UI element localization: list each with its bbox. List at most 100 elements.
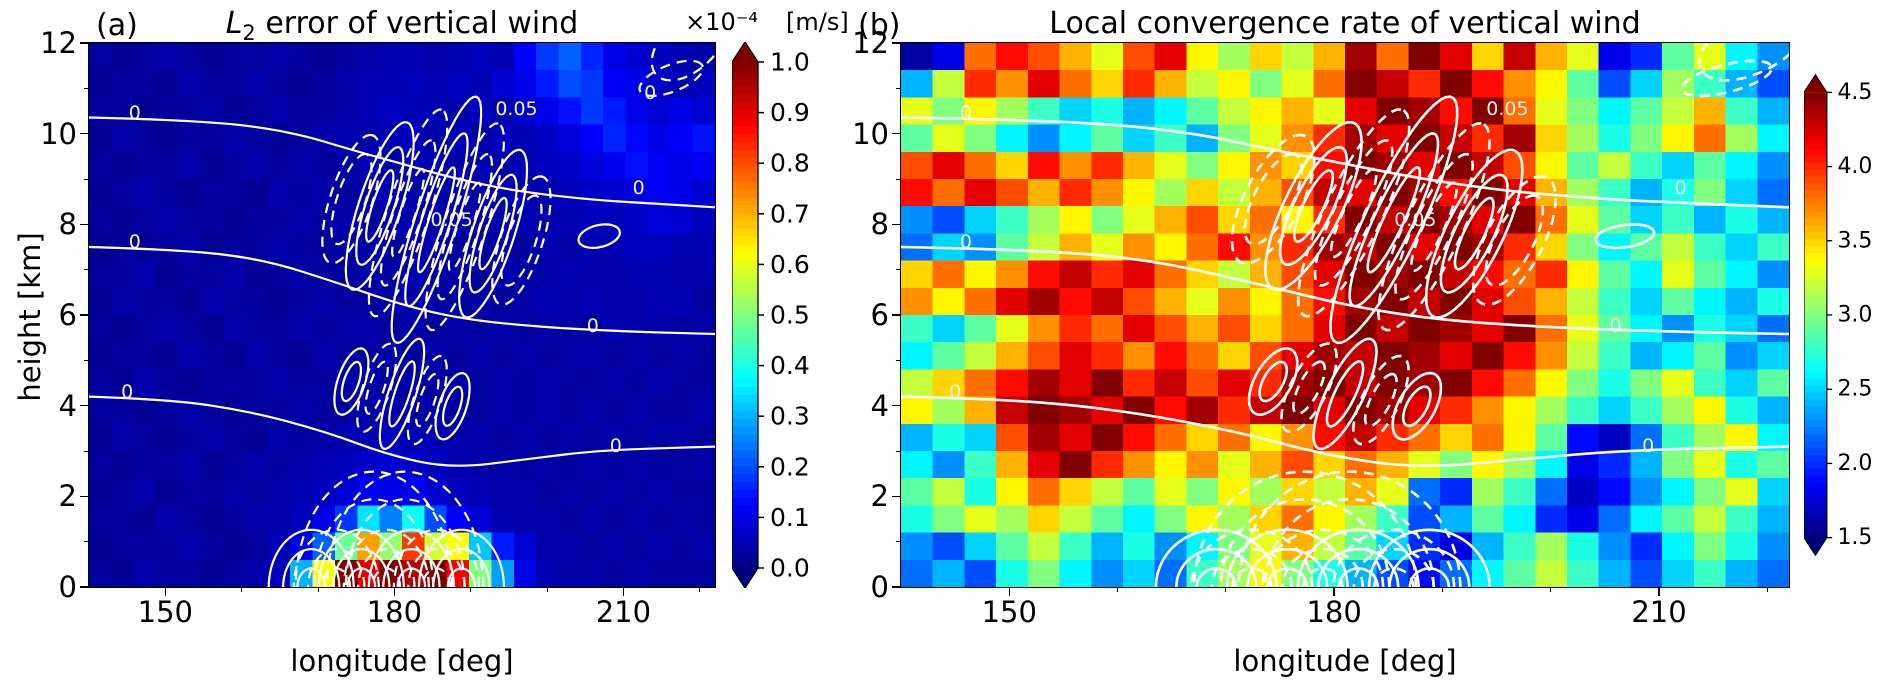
contour-label: 0.05 (430, 208, 473, 231)
y-tick-label: 4 (870, 388, 889, 423)
y-tick-mark (892, 132, 901, 135)
x-tick-label: 210 (595, 595, 652, 629)
y-tick-label: 0 (870, 570, 889, 604)
y-minor-tick-mark (896, 541, 901, 543)
x-tick-mark (1658, 587, 1660, 596)
contour-label: 0.05 (1486, 97, 1529, 120)
x-tick-label: 180 (366, 595, 423, 629)
contour-label: 0.05 (495, 97, 538, 120)
y-minor-tick-mark (896, 450, 901, 452)
contour-label: 0 (1674, 177, 1687, 200)
x-minor-tick-mark (1550, 587, 1552, 592)
colorbar-tick-label: 0.7 (770, 199, 810, 228)
y-tick-mark (80, 314, 89, 316)
colorbar-tick-label: 0.9 (770, 98, 810, 127)
colorbar-tick-label: 0.3 (770, 402, 810, 431)
panel-a-colorbar-unit-label: [m/s] (786, 8, 849, 36)
x-tick-label: 150 (137, 595, 193, 629)
x-minor-tick-mark (546, 587, 548, 592)
colorbar-tick-label: 0.1 (770, 503, 810, 532)
y-tick-label: 6 (58, 298, 77, 332)
panel-a-heatmap (89, 43, 715, 587)
y-tick-mark (80, 586, 89, 588)
panel-b-plot-area: 150 180 210 0 2 4 6 8 10 12 0 0 0 0 0 0 0.05 0.05 (852, 26, 1790, 629)
panel-b-label: (b) (858, 8, 901, 43)
y-minor-tick-mark (896, 178, 901, 180)
x-tick-mark (393, 587, 396, 596)
y-tick-label: 12 (852, 26, 889, 60)
colorbar-tick-label: 0.2 (770, 452, 810, 481)
panel-b-title: Local convergence rate of vertical wind (900, 6, 1790, 45)
contour-label: 0 (949, 381, 962, 404)
panel-a-title-rest: error of vertical wind (255, 6, 579, 41)
y-tick-mark (80, 223, 89, 226)
x-minor-tick-mark (1225, 587, 1227, 592)
contour-label: 0 (959, 102, 973, 125)
colorbar-tick-label: 2.0 (1837, 451, 1872, 476)
y-tick-mark (80, 132, 89, 135)
y-minor-tick-mark (84, 541, 89, 543)
panel-b-title-rest: Local convergence rate of vertical wind (1049, 6, 1641, 41)
x-minor-tick-mark (317, 587, 319, 592)
colorbar-tick-label: 0.8 (770, 149, 810, 178)
colorbar-tick-label: 1.5 (1837, 525, 1872, 550)
y-tick-mark (892, 314, 901, 316)
colorbar-tick-label: 0.4 (770, 351, 810, 380)
x-tick-mark (1008, 587, 1011, 596)
y-minor-tick-mark (84, 269, 89, 271)
colorbar-tick-label: 3.5 (1837, 228, 1872, 253)
panel-a-colorbar-scale-label: ×10⁻⁴ (685, 8, 758, 36)
contour-label: 0 (1609, 315, 1622, 338)
y-tick-label: 10 (852, 116, 889, 151)
y-tick-label: 2 (58, 479, 77, 514)
x-minor-tick-mark (699, 587, 701, 592)
x-minor-tick-mark (241, 587, 243, 592)
panel-a-colorbar: 0.0 0.1 0.2 0.3 0.4 0.5 0.6 0.7 0.8 0.9 1.0 (732, 42, 810, 588)
y-tick-label: 8 (870, 207, 889, 242)
y-minor-tick-mark (84, 450, 89, 452)
y-tick-mark (892, 586, 901, 588)
y-tick-label: 12 (40, 26, 77, 60)
panel-a-title: L2 error of vertical wind (88, 6, 716, 45)
y-tick-mark (892, 495, 901, 498)
contour-label: 0 (644, 81, 657, 104)
colorbar-tick-label: 2.5 (1837, 377, 1872, 402)
panel-b-x-axis-label: longitude [deg] (1233, 644, 1457, 678)
panel-b-heatmap (901, 43, 1789, 587)
x-tick-label: 150 (981, 595, 1037, 629)
y-tick-label: 2 (870, 479, 889, 514)
y-tick-mark (892, 404, 901, 407)
colorbar-tick-label: 0.6 (770, 250, 810, 279)
panel-a-label: (a) (96, 8, 138, 43)
y-tick-mark (80, 42, 89, 44)
y-minor-tick-mark (896, 359, 901, 361)
y-minor-tick-mark (896, 269, 901, 271)
colorbar-tick-label: 4.0 (1837, 154, 1872, 179)
y-tick-mark (892, 223, 901, 226)
x-minor-tick-mark (1441, 587, 1443, 592)
panel-b-colorbar: 1.5 2.0 2.5 3.0 3.5 4.0 4.5 (1804, 73, 1872, 557)
y-minor-tick-mark (84, 178, 89, 180)
panel-a-title-math: L (225, 6, 243, 41)
y-tick-mark (80, 495, 89, 498)
y-tick-mark (892, 42, 901, 44)
contour-label: 0.05 (1394, 208, 1437, 231)
contour-label: 0 (586, 315, 599, 338)
y-minor-tick-mark (896, 87, 901, 89)
y-tick-label: 10 (40, 116, 77, 151)
colorbar-tick-label: 0.0 (770, 554, 810, 583)
x-minor-tick-mark (470, 587, 472, 592)
panel-a-title-sub: 2 (242, 21, 256, 45)
contour-label: 0 (609, 435, 622, 458)
y-tick-label: 6 (870, 298, 889, 332)
x-tick-label: 210 (1631, 595, 1687, 629)
panel-a-x-axis-label: longitude [deg] (290, 644, 514, 678)
colorbar-tick-label: 1.0 (770, 48, 810, 77)
y-tick-mark (80, 404, 89, 407)
colorbar-tick-label: 4.5 (1837, 80, 1872, 105)
colorbar-tick-label: 3.0 (1837, 303, 1872, 328)
contour-label: 0 (632, 177, 645, 200)
x-tick-mark (622, 587, 625, 596)
y-minor-tick-mark (84, 87, 89, 89)
